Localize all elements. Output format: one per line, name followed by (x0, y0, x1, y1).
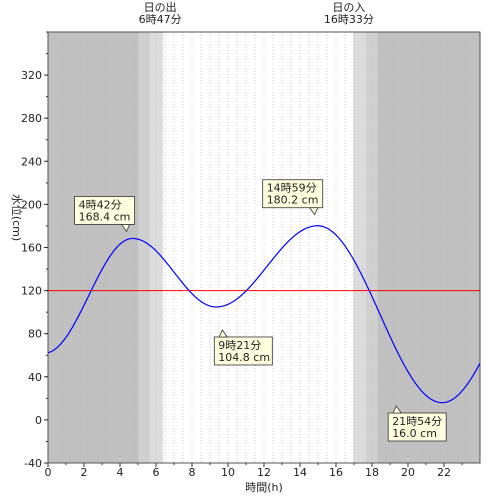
x-tick-label: 2 (81, 466, 88, 479)
y-tick-label: 200 (21, 198, 42, 211)
twilight-band-evening-1 (353, 32, 366, 463)
x-tick-label: 20 (401, 466, 415, 479)
callout-level: 168.4 cm (79, 210, 131, 223)
x-tick-label: 14 (293, 466, 307, 479)
y-axis-label: 水位(cm) (10, 194, 24, 241)
callout-time: 4時42分 (79, 198, 122, 211)
callout-time: 21時54分 (392, 415, 442, 428)
x-tick-label: 8 (189, 466, 196, 479)
sunrise-label: 日の出 (144, 0, 177, 14)
callout-time: 14時59分 (267, 182, 317, 195)
twilight-band-evening-2 (365, 32, 378, 463)
y-tick-label: 40 (28, 371, 42, 384)
callout-pointer (308, 207, 319, 216)
sunset-time: 16時33分 (324, 13, 374, 26)
tide-curve (47, 225, 481, 404)
callout-box (74, 196, 135, 225)
x-tick-label: 18 (365, 466, 379, 479)
x-tick-label: 22 (437, 466, 451, 479)
y-tick-label: 160 (21, 242, 42, 255)
y-tick-label: 240 (21, 155, 42, 168)
callout-pointer (120, 224, 131, 233)
x-tick-label: 4 (117, 466, 124, 479)
x-tick-label: 10 (221, 466, 235, 479)
x-tick-label: 6 (153, 466, 160, 479)
y-tick-label: 280 (21, 112, 42, 125)
twilight-band-morning-1 (138, 32, 151, 463)
x-tick-label: 0 (45, 466, 52, 479)
callout-pointer (218, 329, 229, 338)
callout-level: 104.8 cm (218, 351, 270, 364)
callout-box (213, 336, 273, 366)
x-tick-label: 16 (329, 466, 343, 479)
night-band-morning (48, 32, 139, 463)
twilight-band-morning-2 (150, 32, 163, 463)
y-tick-label: 120 (21, 285, 42, 298)
callout-level: 180.2 cm (267, 194, 319, 207)
callout-pointer (392, 405, 402, 414)
callout-level: 16.0 cm (392, 427, 437, 440)
x-tick-label: 12 (257, 466, 271, 479)
y-tick-label: -40 (24, 457, 42, 470)
y-tick-label: 320 (21, 69, 42, 82)
sunset-label: 日の入 (332, 1, 365, 14)
sunrise-time: 6時47分 (139, 13, 182, 26)
y-tick-label: 0 (35, 414, 42, 427)
y-tick-label: 80 (28, 328, 42, 341)
x-axis-label: 時間(h) (245, 481, 283, 494)
night-band-evening (377, 32, 480, 463)
callout-time: 9時21分 (218, 339, 261, 352)
callout-box (387, 412, 447, 442)
callout-box (262, 179, 324, 209)
